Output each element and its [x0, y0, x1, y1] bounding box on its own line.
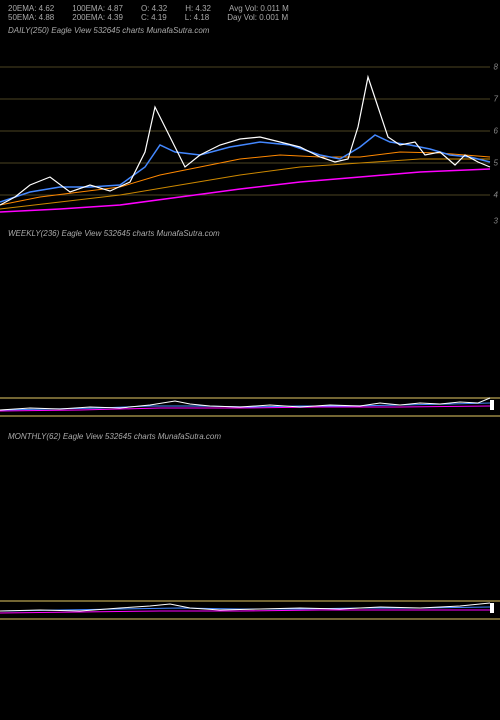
close-stat: C: 4.19 [141, 13, 167, 22]
weekly-chart-title: WEEKLY(236) Eagle View 532645 charts Mun… [0, 227, 500, 240]
y-axis-label: 5 [494, 159, 498, 168]
daily-chart-svg [0, 37, 500, 227]
ema20-stat: 20EMA: 4.62 [8, 4, 54, 13]
high-stat: H: 4.32 [185, 4, 211, 13]
weekly-chart-section: WEEKLY(236) Eagle View 532645 charts Mun… [0, 227, 500, 430]
ema50-stat: 50EMA: 4.88 [8, 13, 54, 22]
weekly-chart-container [0, 240, 500, 430]
monthly-chart-svg [0, 443, 500, 633]
weekly-chart-svg [0, 240, 500, 430]
y-axis-label: 8 [494, 63, 498, 72]
open-stat: O: 4.32 [141, 4, 167, 13]
header-row-2: 50EMA: 4.88 200EMA: 4.39 C: 4.19 L: 4.18… [8, 13, 492, 22]
stats-header: 20EMA: 4.62 100EMA: 4.87 O: 4.32 H: 4.32… [0, 0, 500, 24]
monthly-chart-section: MONTHLY(62) Eagle View 532645 charts Mun… [0, 430, 500, 633]
y-axis-label: 4 [494, 191, 498, 200]
low-stat: L: 4.18 [185, 13, 209, 22]
ema200-stat: 200EMA: 4.39 [72, 13, 123, 22]
header-row-1: 20EMA: 4.62 100EMA: 4.87 O: 4.32 H: 4.32… [8, 4, 492, 13]
daily-chart-title: DAILY(250) Eagle View 532645 charts Muna… [0, 24, 500, 37]
dayvol-stat: Day Vol: 0.001 M [227, 13, 288, 22]
y-axis-label: 7 [494, 95, 498, 104]
daily-chart-section: DAILY(250) Eagle View 532645 charts Muna… [0, 24, 500, 227]
monthly-chart-container [0, 443, 500, 633]
y-axis-label: 6 [494, 127, 498, 136]
y-axis-label: 3 [494, 217, 498, 226]
monthly-chart-title: MONTHLY(62) Eagle View 532645 charts Mun… [0, 430, 500, 443]
avgvol-stat: Avg Vol: 0.011 M [229, 4, 289, 13]
ema100-stat: 100EMA: 4.87 [72, 4, 123, 13]
daily-chart-container: 8 7 6 5 4 3 [0, 37, 500, 227]
